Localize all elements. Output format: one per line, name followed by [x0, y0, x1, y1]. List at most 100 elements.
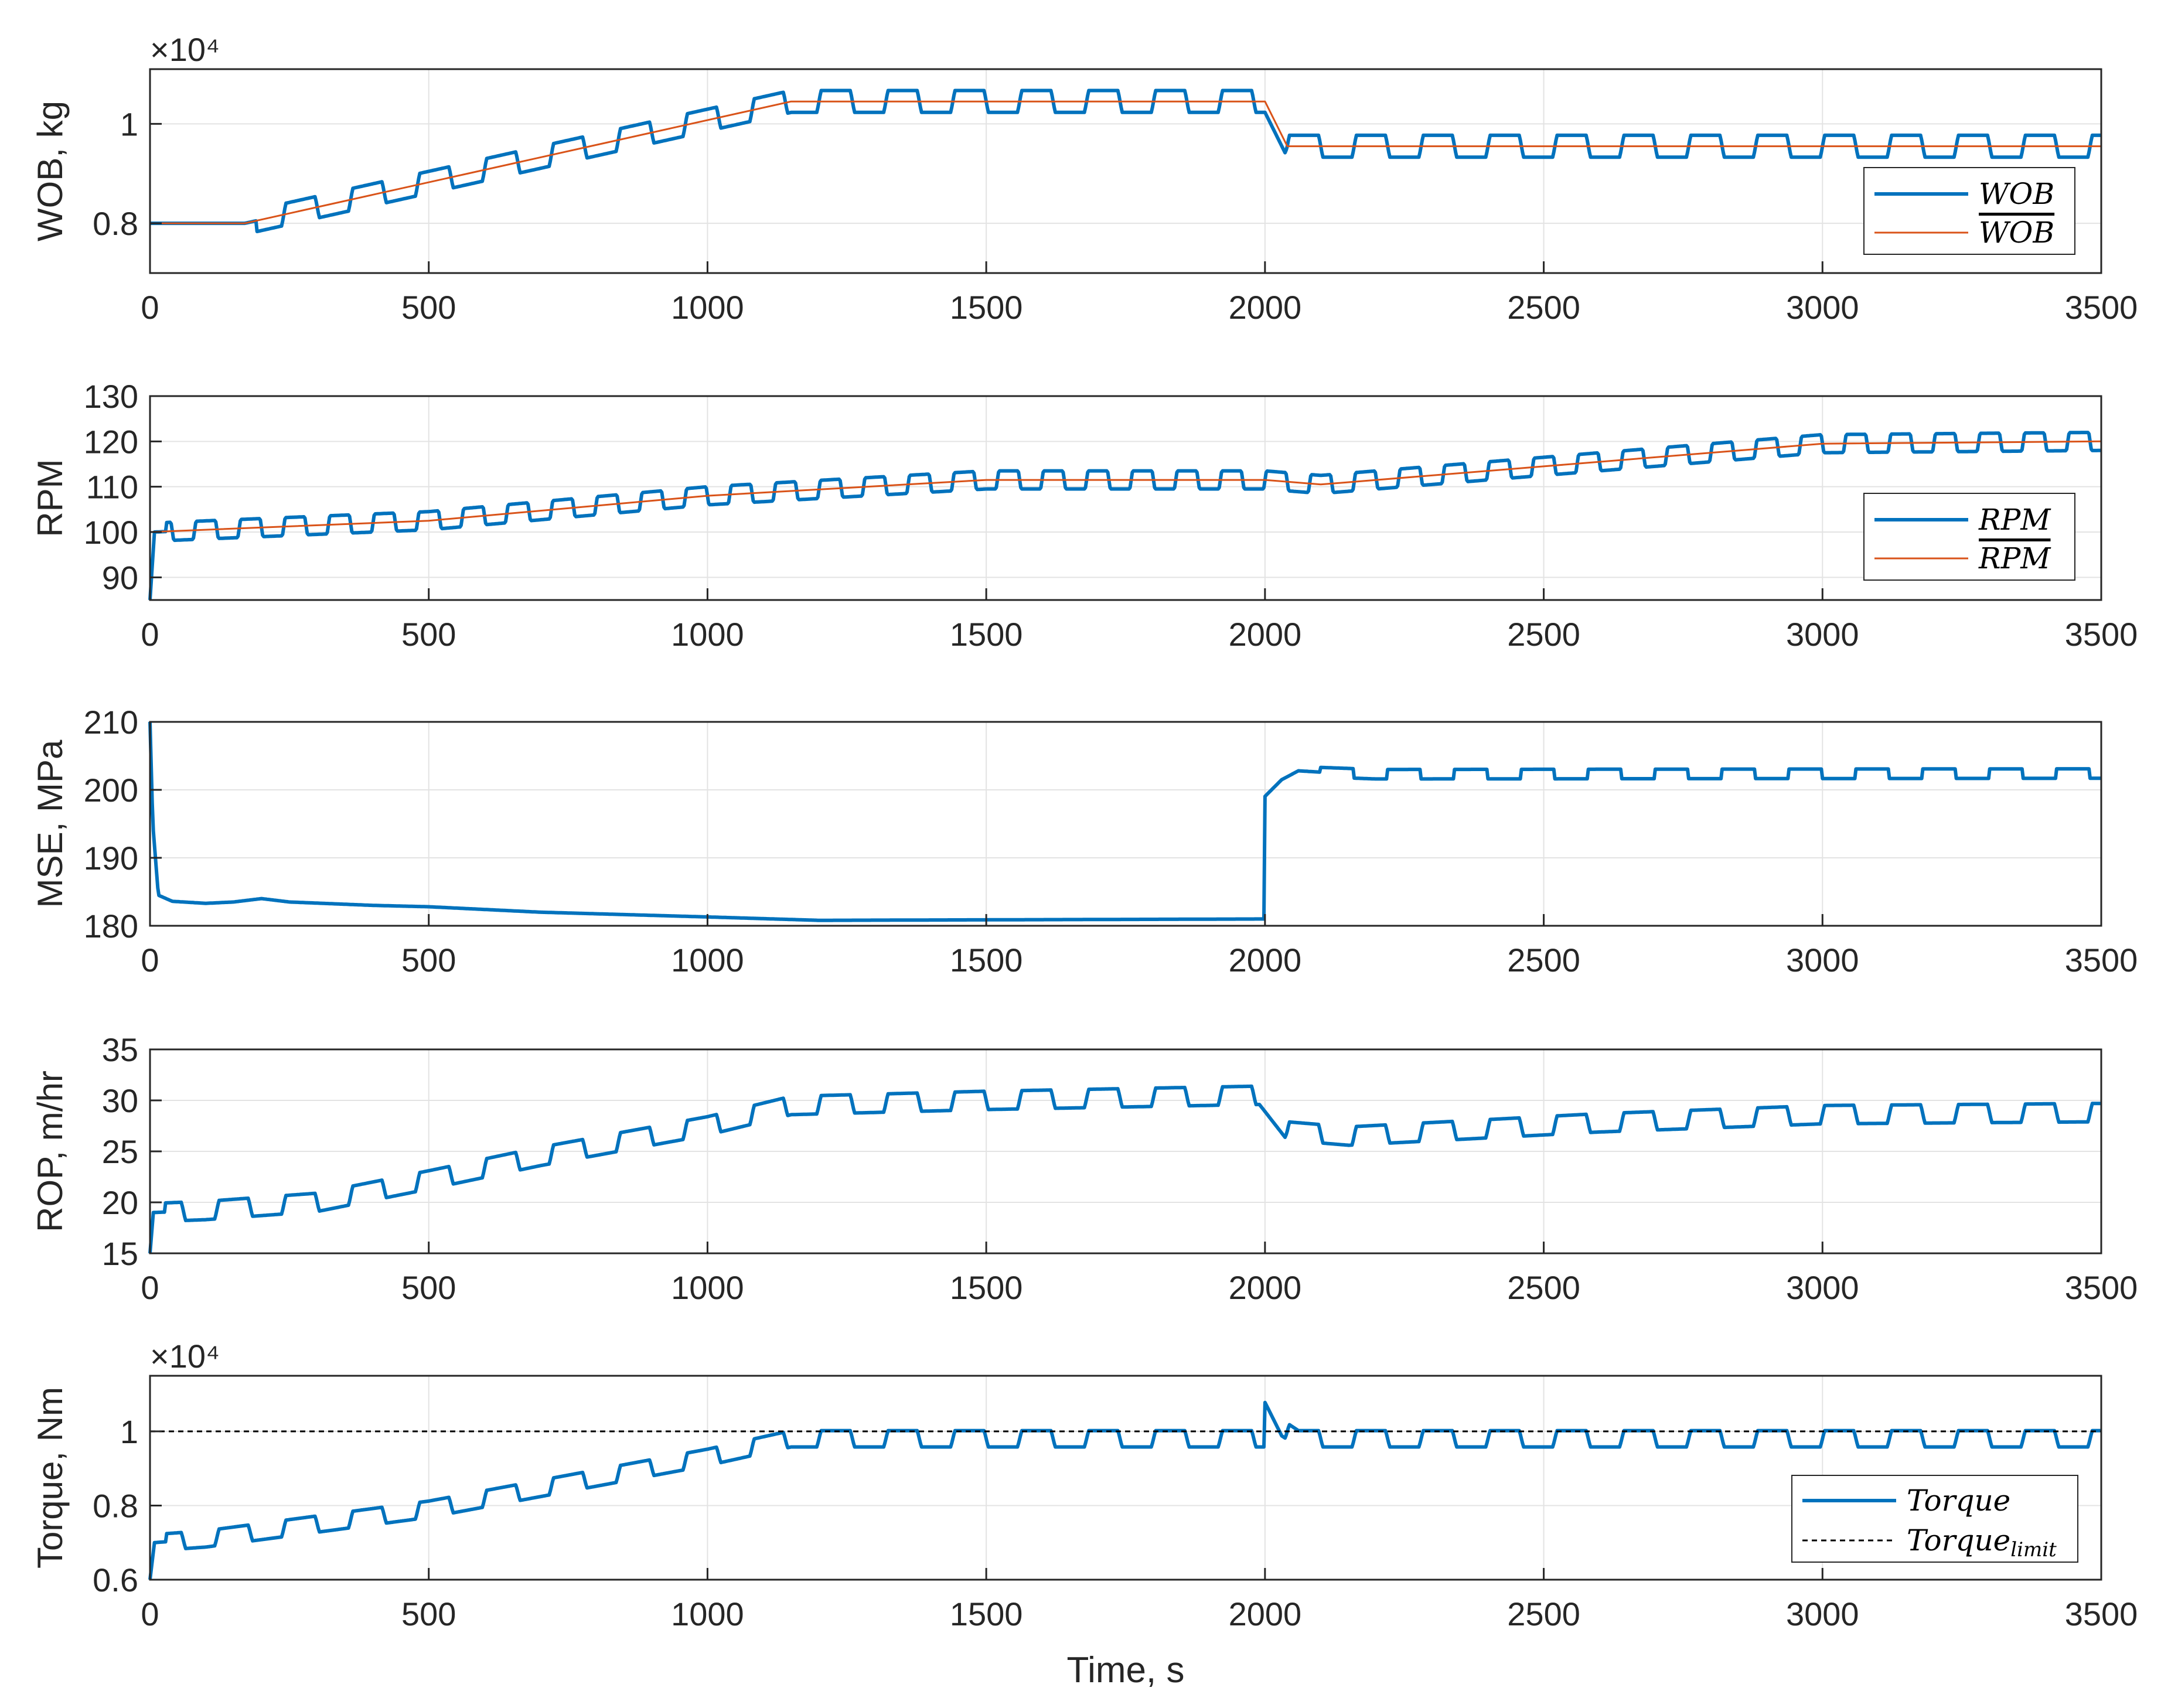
rop-y-tick-label-35: 35 [102, 1031, 138, 1068]
mse-series-mse [148, 721, 2102, 922]
rop-x-ticks: 0 500 1000 1500 2000 2500 3000 3500 [141, 1242, 2138, 1306]
torque-x-tick-label-1000: 1000 [671, 1596, 744, 1632]
rpm-x-tick-label-1500: 1500 [950, 616, 1023, 653]
rpm-panel: 0 500 1000 1500 2000 2500 3000 3500 90 100 110 120… [30, 378, 2138, 653]
rpm-axes-box [149, 395, 2102, 601]
rop-panel: 0 500 1000 1500 2000 2500 3000 3500 1520253035 … [30, 1031, 2138, 1306]
torque-y-tick-label-0.6: 0.6 [93, 1562, 138, 1598]
mse-x-tick-label-500: 500 [401, 942, 456, 979]
wob-x-ticks: 0 500 1000 1500 2000 2500 3000 3500 [141, 261, 2138, 326]
mse-x-tick-label-0: 0 [141, 942, 159, 979]
rpm-x-ticks: 0 500 1000 1500 2000 2500 3000 3500 [141, 588, 2138, 653]
rpm-y-ticks: 90 100 110 120 130 [84, 378, 162, 596]
torque-legend-limit-subscript: limit [2010, 1538, 2057, 1562]
wob-x-tick-label-2000: 2000 [1229, 289, 1302, 326]
wob-legend-label-wob: WOB [1979, 177, 2054, 211]
rpm-x-tick-label-0: 0 [141, 616, 159, 653]
mse-y-tick-label-210: 210 [84, 704, 138, 741]
rpm-plot-lines [148, 431, 2102, 601]
rpm-legend-box [1863, 493, 2075, 581]
wob-y-ticks: 0.81 [93, 105, 162, 242]
mse-y-ticks: 180 190 200 210 [84, 704, 162, 945]
rop-grid [149, 1049, 2102, 1254]
wob-x-tick-label-1500: 1500 [950, 289, 1023, 326]
rop-y-ticks: 15 20 25 30 35 [102, 1031, 162, 1272]
torque-legend-label-limit: Torquelimit [1907, 1523, 2057, 1562]
wob-y-tick-label-1: 1 [120, 105, 138, 142]
rpm-x-tick-label-1000: 1000 [671, 616, 744, 653]
mse-x-tick-label-1000: 1000 [671, 942, 744, 979]
torque-x-ticks: 0 500 1000 1500 2000 2500 3000 3500 [141, 1568, 2138, 1632]
mse-axes-box [149, 721, 2102, 927]
wob-exponent: ×10⁴ [150, 31, 220, 68]
rpm-grid [149, 396, 2102, 600]
rop-plot-lines [148, 1084, 2102, 1254]
torque-legend-box [1791, 1475, 2078, 1563]
torque-legend: Torque Torquelimit [1791, 1475, 2078, 1563]
rpm-y-axis-label: RPM [30, 459, 70, 537]
rpm-y-tick-label-120: 120 [84, 423, 138, 460]
torque-x-tick-label-0: 0 [141, 1596, 159, 1632]
wob-x-tick-label-0: 0 [141, 289, 159, 326]
rpm-y-tick-label-90: 90 [102, 559, 138, 596]
rop-y-tick-label-25: 25 [102, 1133, 138, 1170]
rpm-x-tick-label-2000: 2000 [1229, 616, 1302, 653]
rop-x-tick-label-3500: 3500 [2065, 1269, 2138, 1306]
torque-y-tick-label-1: 1 [120, 1413, 138, 1450]
wob-series-wob [149, 88, 2102, 234]
rpm-y-tick-label-130: 130 [84, 378, 138, 415]
wob-legend-label-wob-bar: WOB [1979, 216, 2054, 250]
wob-x-tick-label-3000: 3000 [1786, 289, 1859, 326]
torque-panel: 0 500 1000 1500 2000 2500 3000 3500 0.6 0.8 1 ×10… [30, 1338, 2138, 1690]
rpm-x-tick-label-3000: 3000 [1786, 616, 1859, 653]
wob-x-tick-label-2500: 2500 [1507, 289, 1580, 326]
wob-x-tick-label-3500: 3500 [2065, 289, 2138, 326]
rop-x-tick-label-0: 0 [141, 1269, 159, 1306]
rop-y-tick-label-20: 20 [102, 1184, 138, 1221]
mse-x-tick-label-3500: 3500 [2065, 942, 2138, 979]
mse-y-axis-label: MSE, MPa [30, 739, 70, 908]
rpm-x-tick-label-3500: 3500 [2065, 616, 2138, 653]
mse-y-tick-label-190: 190 [84, 840, 138, 877]
rop-x-tick-label-3000: 3000 [1786, 1269, 1859, 1306]
mse-x-tick-label-1500: 1500 [950, 942, 1023, 979]
torque-plot-lines [148, 1400, 2102, 1580]
mse-grid [149, 721, 2102, 926]
rop-x-tick-label-2000: 2000 [1229, 1269, 1302, 1306]
rpm-legend-label-rpm: RPM [1978, 503, 2051, 537]
mse-panel: 0 500 1000 1500 2000 2500 3000 3500 180 190 200 21… [30, 704, 2138, 979]
rop-y-tick-label-30: 30 [102, 1082, 138, 1119]
mse-y-tick-label-200: 200 [84, 772, 138, 809]
rpm-series-rpm [148, 431, 2102, 601]
wob-y-tick-label-0.8: 0.8 [93, 205, 138, 242]
torque-y-ticks: 0.6 0.8 1 [93, 1413, 162, 1598]
torque-axes-box [149, 1375, 2102, 1581]
wob-axes-box [149, 68, 2102, 274]
rop-y-tick-label-15: 15 [102, 1235, 138, 1272]
rop-x-tick-label-1500: 1500 [950, 1269, 1023, 1306]
rpm-x-tick-label-500: 500 [401, 616, 456, 653]
rop-y-axis-label: ROP, m/hr [30, 1071, 70, 1232]
torque-x-tick-label-3500: 3500 [2065, 1596, 2138, 1632]
mse-y-tick-label-180: 180 [84, 908, 138, 945]
rop-series-rop [148, 1084, 2102, 1254]
rpm-legend: RPM RPM [1863, 493, 2075, 581]
torque-legend-label-torque: Torque [1907, 1484, 2010, 1518]
mse-x-tick-label-2500: 2500 [1507, 942, 1580, 979]
torque-exponent: ×10⁴ [150, 1338, 220, 1375]
x-axis-label: Time, s [1067, 1650, 1185, 1690]
torque-y-axis-label: Torque, Nm [30, 1387, 70, 1569]
torque-x-tick-label-2500: 2500 [1507, 1596, 1580, 1632]
torque-x-tick-label-500: 500 [401, 1596, 456, 1632]
rop-x-tick-label-1000: 1000 [671, 1269, 744, 1306]
rpm-series-rpm-bar [149, 440, 2102, 533]
torque-x-tick-label-2000: 2000 [1229, 1596, 1302, 1632]
wob-series-wob-bar [150, 100, 2101, 224]
rop-x-tick-label-2500: 2500 [1507, 1269, 1580, 1306]
wob-panel: 0 500 1000 1500 2000 2500 3000 3500 0.81 ×10⁴ W… [30, 31, 2138, 326]
mse-x-tick-label-2000: 2000 [1229, 942, 1302, 979]
rop-x-tick-label-500: 500 [401, 1269, 456, 1306]
wob-legend-box [1863, 167, 2075, 255]
mse-plot-lines [148, 721, 2102, 922]
